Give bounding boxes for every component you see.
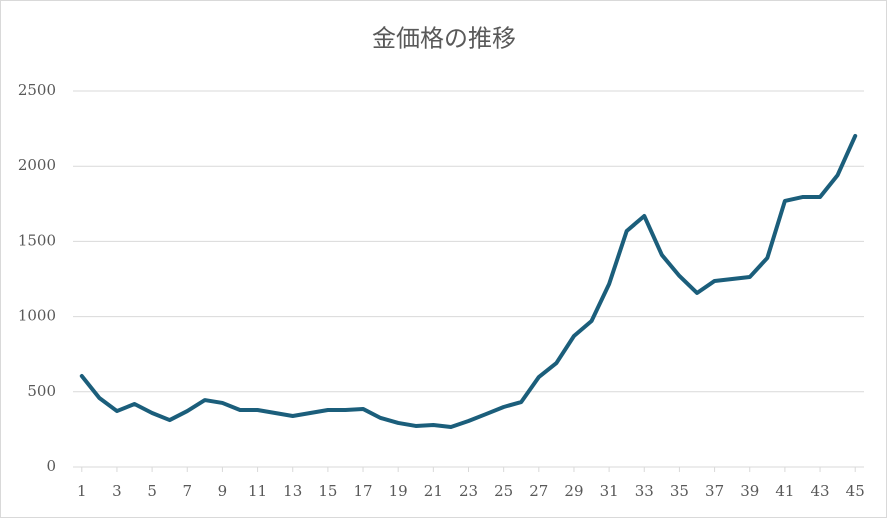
x-tick-label: 19 bbox=[389, 482, 408, 500]
x-tick-label: 29 bbox=[564, 482, 583, 500]
x-tick-label: 5 bbox=[147, 482, 157, 500]
x-tick-label: 21 bbox=[424, 482, 443, 500]
x-tick-label: 15 bbox=[318, 482, 337, 500]
x-tick-label: 41 bbox=[775, 482, 794, 500]
x-tick-label: 9 bbox=[218, 482, 228, 500]
x-tick-label: 43 bbox=[811, 482, 830, 500]
x-tick-label: 3 bbox=[112, 482, 122, 500]
y-tick-label: 0 bbox=[46, 457, 56, 475]
x-tick-label: 11 bbox=[248, 482, 267, 500]
x-tick-label: 23 bbox=[459, 482, 478, 500]
x-tick-label: 37 bbox=[705, 482, 724, 500]
x-tick-label: 35 bbox=[670, 482, 689, 500]
x-tick-label: 25 bbox=[494, 482, 513, 500]
y-tick-label: 1500 bbox=[18, 231, 56, 249]
data-line bbox=[79, 133, 858, 429]
x-tick-label: 33 bbox=[635, 482, 654, 500]
x-tick-label: 31 bbox=[600, 482, 619, 500]
x-tick-label: 39 bbox=[740, 482, 759, 500]
x-tick-label: 45 bbox=[846, 482, 865, 500]
x-tick-label: 17 bbox=[353, 482, 372, 500]
y-tick-label: 500 bbox=[27, 382, 56, 400]
x-tick-label: 7 bbox=[182, 482, 192, 500]
y-tick-label: 2000 bbox=[18, 156, 56, 174]
x-tick-label: 1 bbox=[77, 482, 87, 500]
y-tick-label: 1000 bbox=[18, 307, 56, 325]
y-tick-label: 2500 bbox=[18, 81, 56, 99]
chart-title: 金価格の推移 bbox=[372, 25, 516, 53]
x-tick-label: 13 bbox=[283, 482, 302, 500]
x-tick-label: 27 bbox=[529, 482, 548, 500]
